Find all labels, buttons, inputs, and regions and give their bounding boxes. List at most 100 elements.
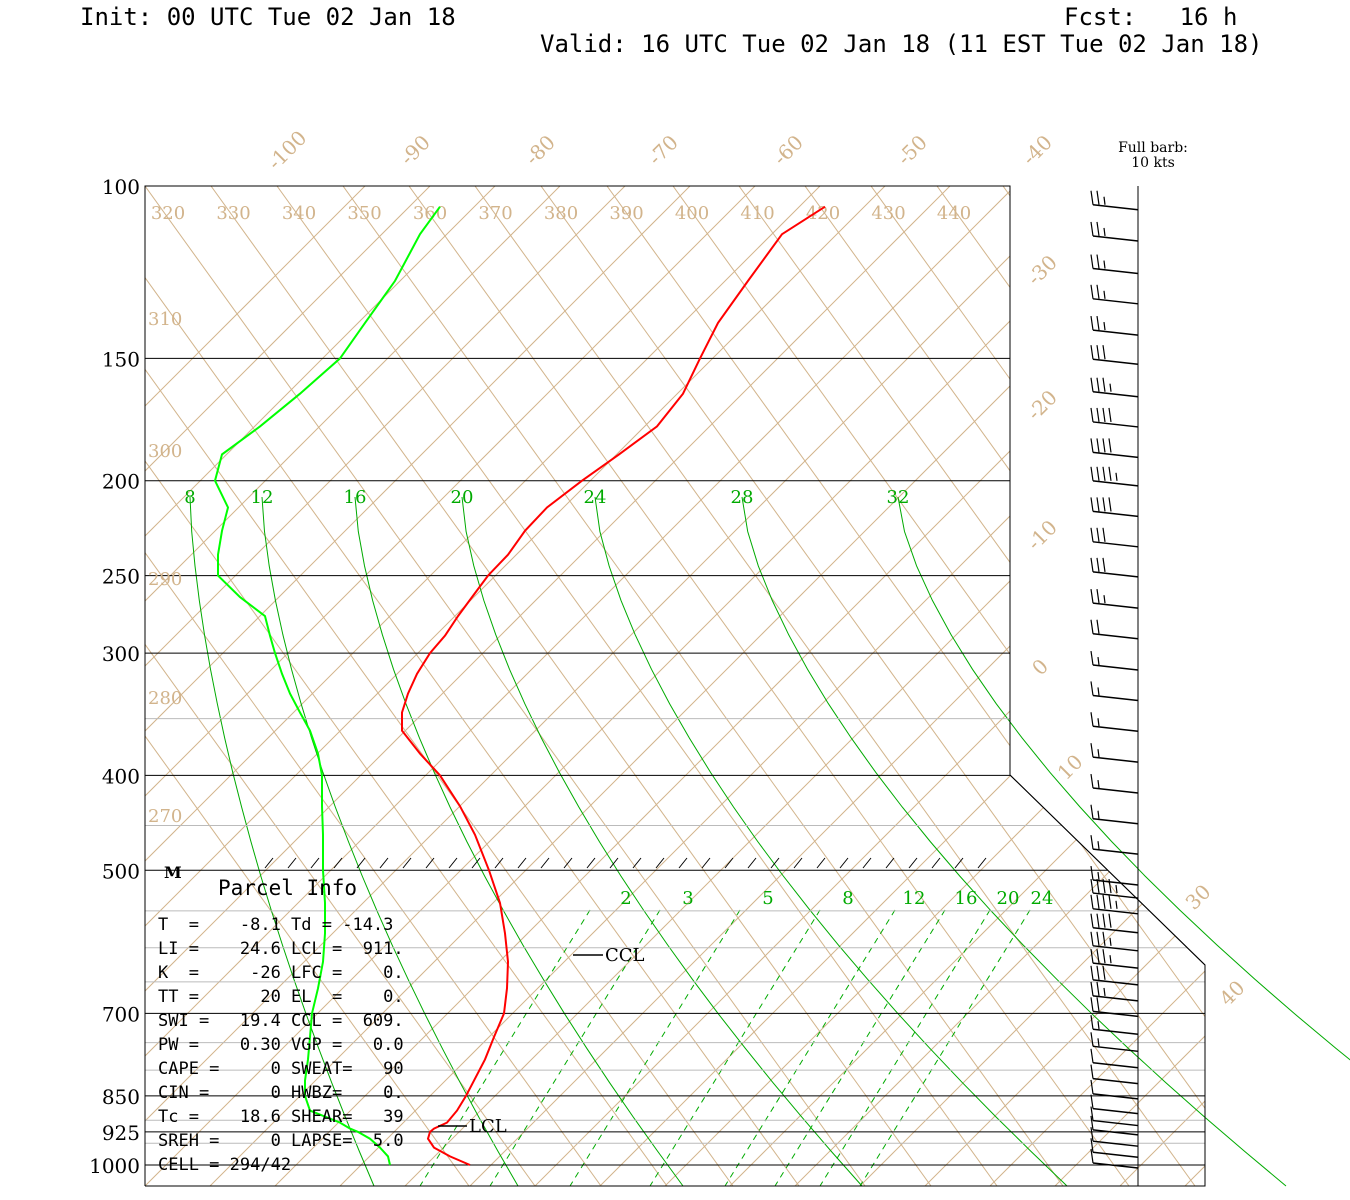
barb-half xyxy=(1097,1038,1100,1047)
wind-barb xyxy=(1090,894,1139,915)
hatch-mark xyxy=(908,857,918,869)
barb-full xyxy=(1096,997,1100,1012)
hatch-mark xyxy=(264,857,274,869)
profiles xyxy=(213,205,826,1166)
isotherm-label: -90 xyxy=(395,130,435,170)
barb-full xyxy=(1102,931,1106,946)
isotherm-label: -20 xyxy=(1022,385,1062,425)
barb-staff xyxy=(1092,329,1139,336)
wind-barb xyxy=(1090,804,1139,825)
barb-staff xyxy=(1092,1062,1139,1069)
barb-full xyxy=(1096,878,1100,894)
isotherm-label: 0 xyxy=(1027,654,1053,680)
barb-full xyxy=(1096,894,1100,909)
barb-staff xyxy=(1092,510,1139,518)
barb-half xyxy=(1097,656,1100,666)
isotherm-line xyxy=(145,186,886,1186)
dry-adiabat-line xyxy=(145,186,866,1186)
theta-label-top: 320 xyxy=(151,203,185,224)
isotherm-label: 40 xyxy=(1215,976,1250,1011)
wind-barb xyxy=(1090,997,1139,1018)
dewpoint-profile xyxy=(213,206,441,1166)
barb-half xyxy=(1109,937,1112,946)
barb-staff xyxy=(1092,979,1139,986)
barb-legend-line1: Full barb: xyxy=(1118,140,1188,156)
theta-label-top: 430 xyxy=(871,203,905,224)
theta-label-left: 290 xyxy=(148,569,182,590)
barb-legend-line2: 10 kts xyxy=(1131,155,1175,171)
isotherm-line xyxy=(145,186,1081,1186)
isotherm-label: -30 xyxy=(1022,250,1062,290)
barb-half xyxy=(1103,595,1106,604)
barb-full xyxy=(1108,438,1112,453)
dry-adiabat-line xyxy=(1333,186,1350,1186)
barb-full xyxy=(1096,913,1100,928)
barb-half xyxy=(1109,955,1112,964)
valid-time: Valid: 16 UTC Tue 02 Jan 18 (11 EST Tue … xyxy=(540,30,1263,58)
parcel-info-row: CIN = 0 HWBZ= 0. xyxy=(158,1083,404,1103)
barb-full xyxy=(1096,981,1100,996)
temperature-profile xyxy=(401,205,826,1166)
hatch-mark xyxy=(517,857,527,869)
barb-full xyxy=(1090,407,1094,423)
barb-full xyxy=(1096,316,1100,331)
barb-staff xyxy=(1092,1162,1139,1169)
barb-full xyxy=(1090,557,1094,572)
wind-barb xyxy=(1090,681,1139,702)
annotations: CCL LCL M xyxy=(164,863,645,1137)
isotherm-line xyxy=(664,186,1205,1186)
barb-staff xyxy=(1092,235,1139,242)
hatch-mark xyxy=(977,857,987,869)
barb-full xyxy=(1090,949,1094,964)
barb-full xyxy=(1090,804,1094,819)
barb-full xyxy=(1096,965,1100,980)
barb-staff xyxy=(1092,1151,1139,1158)
theta-label-top: 380 xyxy=(544,203,578,224)
barb-half xyxy=(1097,718,1100,727)
wind-barb xyxy=(1090,221,1139,242)
barb-half xyxy=(1115,884,1118,894)
wind-barb xyxy=(1090,254,1139,275)
barb-full xyxy=(1090,1079,1094,1094)
barb-full xyxy=(1096,377,1100,392)
barb-full xyxy=(1096,438,1100,453)
isotherm-label: -80 xyxy=(520,130,560,170)
isotherm-line xyxy=(145,186,561,1186)
barb-full xyxy=(1102,497,1106,512)
barb-full xyxy=(1090,650,1094,666)
wind-barb xyxy=(1090,466,1139,487)
barb-full xyxy=(1090,835,1094,850)
barb-staff xyxy=(1092,1093,1139,1100)
parcel-info-row: PW = 0.30 VGP = 0.0 xyxy=(158,1035,404,1055)
pressure-tick-label: 400 xyxy=(102,764,140,788)
dry-adiabat-line xyxy=(540,186,1205,1186)
ccl-label: CCL xyxy=(605,945,645,966)
barb-half xyxy=(1097,779,1100,789)
barb-full xyxy=(1096,221,1100,237)
barb-half xyxy=(1097,1021,1100,1030)
isotherm-line xyxy=(989,186,1205,1186)
barb-full xyxy=(1090,865,1094,881)
barb-full xyxy=(1090,712,1094,727)
isotherm-line xyxy=(599,186,1205,1186)
barb-full xyxy=(1102,438,1106,453)
isotherm-line xyxy=(145,186,496,1186)
barb-staff xyxy=(1092,602,1139,609)
barb-staff xyxy=(1092,1077,1139,1085)
wind-barb xyxy=(1090,619,1139,640)
barb-full xyxy=(1090,284,1094,299)
mixing-ratio-label-lower: 3 xyxy=(682,888,693,909)
barb-full xyxy=(1090,190,1094,205)
hatch-mark xyxy=(425,857,435,869)
hatch-mark xyxy=(471,857,481,869)
frame xyxy=(144,185,1206,1187)
wind-barb xyxy=(1090,835,1139,855)
barb-full xyxy=(1096,931,1100,946)
barb-staff xyxy=(1092,571,1139,578)
hatch-mark xyxy=(701,857,711,869)
mixing-ratio-label-upper: 28 xyxy=(731,487,754,508)
dry-adiabat-line xyxy=(1267,186,1350,1186)
barb-staff xyxy=(1092,725,1139,732)
pressure-tick-label: 300 xyxy=(102,642,140,666)
dry-adiabat-line xyxy=(210,186,932,1186)
